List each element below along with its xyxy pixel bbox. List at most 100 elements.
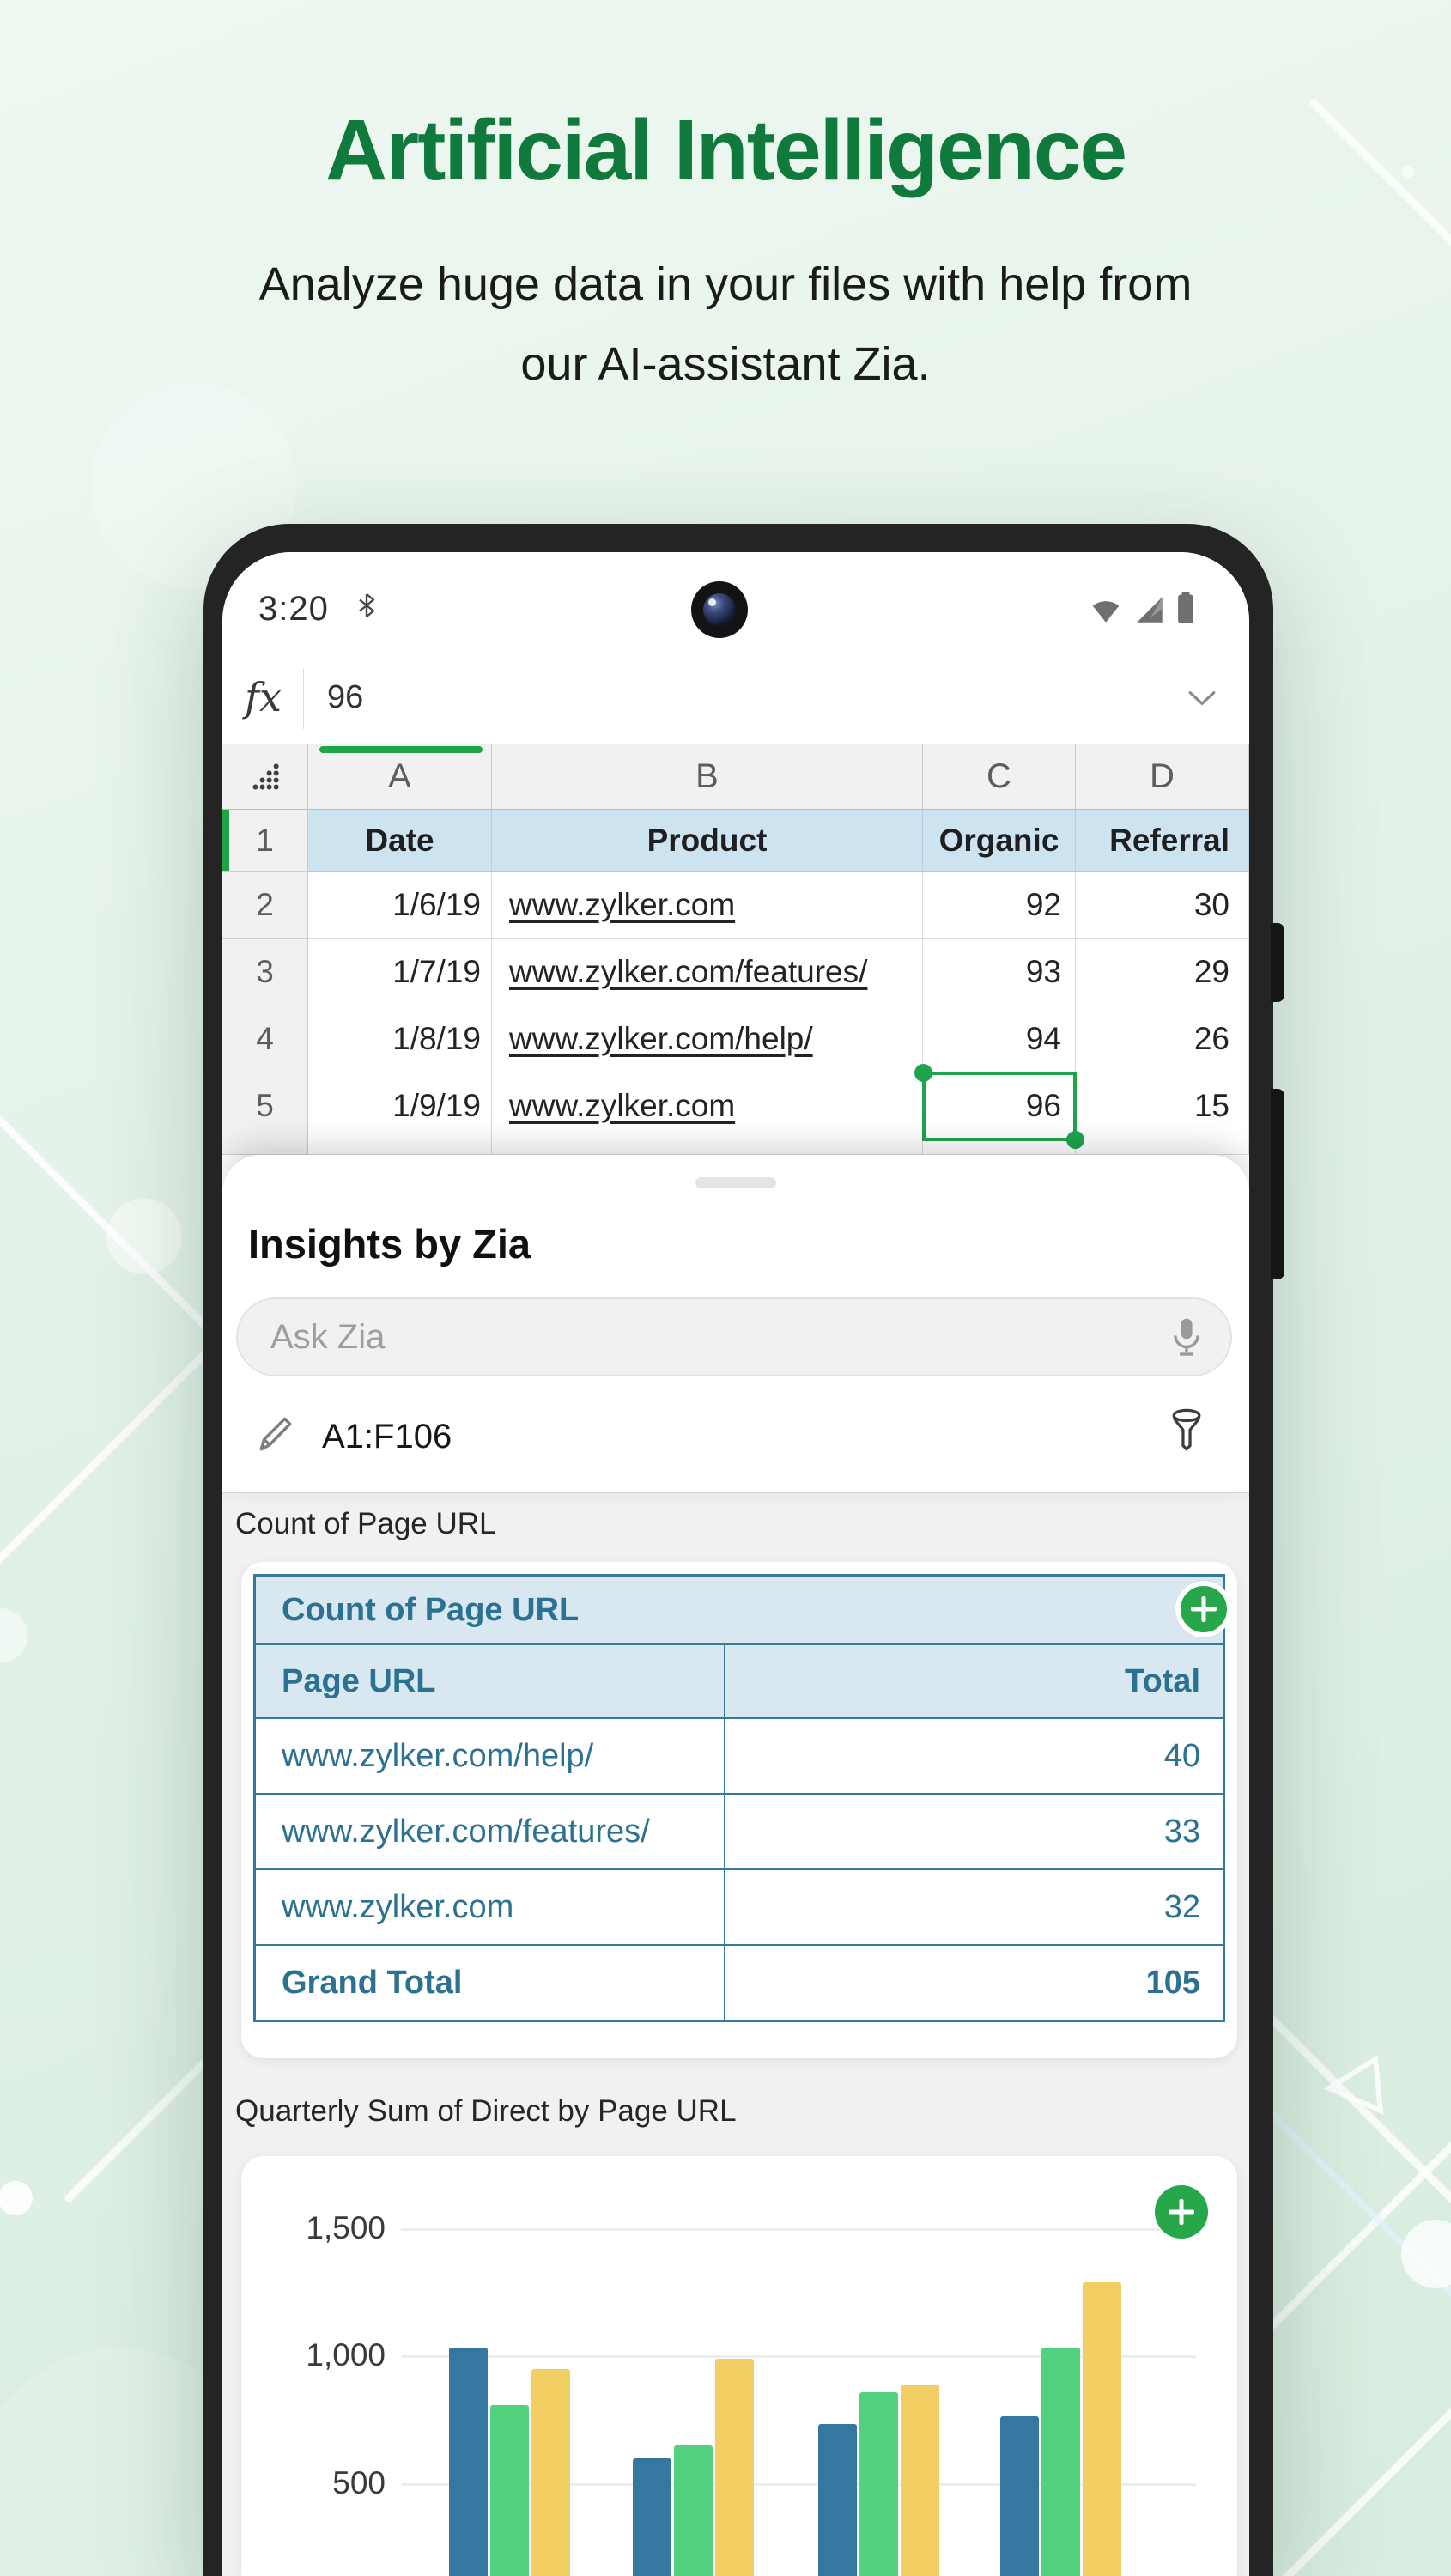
wifi-icon bbox=[1090, 595, 1122, 629]
chevron-down-icon[interactable] bbox=[1187, 690, 1217, 711]
cell-b2-link[interactable]: www.zylker.com bbox=[492, 872, 923, 939]
microphone-icon[interactable] bbox=[1169, 1316, 1205, 1364]
grand-total-label: Grand Total bbox=[282, 1964, 463, 2001]
power-button[interactable] bbox=[1271, 1089, 1284, 1279]
insights-title: Insights by Zia bbox=[248, 1221, 531, 1267]
spreadsheet-grid: A B C D 1 Date Product Organic Referral … bbox=[222, 744, 1249, 1155]
cell-c6-partial[interactable] bbox=[923, 1139, 1076, 1155]
row-header-1[interactable]: 1 bbox=[222, 810, 308, 872]
bar-blue-group1 bbox=[449, 2347, 488, 2576]
cell-a1[interactable]: Date bbox=[308, 810, 492, 872]
pivot-url: www.zylker.com bbox=[282, 1888, 514, 1925]
cell-a6-partial[interactable] bbox=[308, 1139, 492, 1155]
column-header-b[interactable]: B bbox=[492, 744, 923, 810]
bar-green-group3 bbox=[859, 2391, 898, 2576]
cell-c2[interactable]: 92 bbox=[923, 872, 1076, 939]
row-header-4[interactable]: 4 bbox=[222, 1005, 308, 1072]
y-axis-tick-label: 500 bbox=[332, 2464, 386, 2500]
column-header-a[interactable]: A bbox=[308, 744, 492, 810]
phone-screen: 3:20 bbox=[222, 552, 1249, 2576]
row-header-5[interactable]: 5 bbox=[222, 1072, 308, 1139]
pivot-col-total: Total bbox=[724, 1645, 1223, 1717]
cell-a2[interactable]: 1/6/19 bbox=[308, 872, 492, 939]
cell-c4[interactable]: 94 bbox=[923, 1005, 1076, 1072]
bar-yellow-group1 bbox=[531, 2369, 570, 2576]
formula-value[interactable]: 96 bbox=[327, 679, 364, 715]
cell-a3[interactable]: 1/7/19 bbox=[308, 939, 492, 1005]
pivot-total: 32 bbox=[724, 1870, 1223, 1944]
add-pivot-button[interactable] bbox=[1175, 1581, 1232, 1637]
row-header-6-partial[interactable] bbox=[222, 1139, 308, 1155]
status-bar: 3:20 bbox=[222, 552, 1249, 653]
bar-blue-group3 bbox=[818, 2423, 857, 2576]
add-chart-button[interactable] bbox=[1155, 2185, 1208, 2239]
edit-range-pencil-icon[interactable] bbox=[253, 1413, 294, 1458]
fx-icon: fx bbox=[245, 674, 282, 720]
cellular-signal-icon bbox=[1135, 595, 1164, 629]
battery-icon bbox=[1177, 592, 1194, 629]
pivot-header-row: Page URL Total bbox=[256, 1645, 1223, 1719]
cell-d2[interactable]: 30 bbox=[1076, 872, 1249, 939]
hero-section: Artificial Intelligence Analyze huge dat… bbox=[0, 101, 1451, 404]
filter-icon[interactable] bbox=[1167, 1407, 1206, 1458]
bar-yellow-group3 bbox=[901, 2384, 939, 2576]
pivot-col-page-url: Page URL bbox=[282, 1662, 436, 1699]
bar-blue-group4 bbox=[1000, 2416, 1039, 2576]
chart-section-label: Quarterly Sum of Direct by Page URL bbox=[235, 2094, 737, 2128]
pivot-table-title: Count of Page URL bbox=[256, 1577, 1223, 1645]
chart-gridline bbox=[401, 2228, 1196, 2231]
pivot-row: www.zylker.com 32 bbox=[256, 1870, 1223, 1946]
cell-b1[interactable]: Product bbox=[492, 810, 923, 872]
cell-d3[interactable]: 29 bbox=[1076, 939, 1249, 1005]
formula-bar: fx 96 bbox=[222, 653, 1249, 744]
pivot-url: www.zylker.com/features/ bbox=[282, 1813, 650, 1850]
camera-lens bbox=[703, 593, 736, 626]
cell-c1[interactable]: Organic bbox=[923, 810, 1076, 872]
pivot-url: www.zylker.com/help/ bbox=[282, 1737, 594, 1774]
cell-a4[interactable]: 1/8/19 bbox=[308, 1005, 492, 1072]
phone-mockup: 3:20 bbox=[203, 524, 1284, 2576]
pivot-total: 33 bbox=[724, 1795, 1223, 1868]
bar-yellow-group4 bbox=[1083, 2282, 1121, 2576]
cell-d5[interactable]: 15 bbox=[1076, 1072, 1249, 1139]
pivot-total: 40 bbox=[724, 1719, 1223, 1793]
pivot-card: Count of Page URL Page URL Total www.zyl… bbox=[241, 1562, 1237, 2058]
selected-cell-outline[interactable] bbox=[914, 1064, 1084, 1149]
clock: 3:20 bbox=[258, 590, 329, 628]
cell-a5[interactable]: 1/9/19 bbox=[308, 1072, 492, 1139]
cell-b3-link[interactable]: www.zylker.com/features/ bbox=[492, 939, 923, 1005]
page-title: Artificial Intelligence bbox=[325, 102, 1127, 198]
insights-results-panel: Count of Page URL Count of Page URL Page… bbox=[222, 1492, 1249, 2576]
selected-range-label[interactable]: A1:F106 bbox=[322, 1418, 452, 1455]
column-header-c[interactable]: C bbox=[923, 744, 1076, 810]
bar-green-group1 bbox=[490, 2404, 529, 2576]
chart-card: 1,500 1,000 500 bbox=[241, 2156, 1237, 2576]
pivot-row: www.zylker.com/features/ 33 bbox=[256, 1795, 1223, 1870]
chart-gridline bbox=[401, 2482, 1196, 2486]
volume-button[interactable] bbox=[1271, 923, 1284, 1002]
cell-d4[interactable]: 26 bbox=[1076, 1005, 1249, 1072]
cell-b4-link[interactable]: www.zylker.com/help/ bbox=[492, 1005, 923, 1072]
y-axis-tick-label: 1,000 bbox=[306, 2337, 386, 2373]
bar-blue-group2 bbox=[633, 2458, 671, 2576]
cell-d1[interactable]: Referral bbox=[1076, 810, 1249, 872]
row-header-2[interactable]: 2 bbox=[222, 872, 308, 939]
select-all-corner[interactable] bbox=[222, 744, 308, 810]
bluetooth-icon bbox=[353, 592, 380, 623]
row-header-3[interactable]: 3 bbox=[222, 939, 308, 1005]
ask-zia-input[interactable] bbox=[270, 1299, 986, 1375]
cell-d6-partial[interactable] bbox=[1076, 1139, 1249, 1155]
front-camera-notch bbox=[691, 581, 748, 638]
cell-b6-partial[interactable] bbox=[492, 1139, 923, 1155]
cell-b5-link[interactable]: www.zylker.com bbox=[492, 1072, 923, 1139]
drag-handle[interactable] bbox=[695, 1177, 776, 1188]
bar-green-group4 bbox=[1041, 2347, 1080, 2576]
bar-green-group2 bbox=[674, 2445, 713, 2576]
cell-c3[interactable]: 93 bbox=[923, 939, 1076, 1005]
pivot-table: Count of Page URL Page URL Total www.zyl… bbox=[253, 1574, 1225, 2022]
ask-zia-field[interactable] bbox=[236, 1297, 1232, 1376]
column-header-d[interactable]: D bbox=[1076, 744, 1249, 810]
insights-bottom-sheet: Insights by Zia A1:F106 bbox=[222, 1155, 1249, 1492]
page-subtitle: Analyze huge data in your files with hel… bbox=[258, 258, 1193, 390]
select-all-dots-icon bbox=[252, 762, 279, 789]
